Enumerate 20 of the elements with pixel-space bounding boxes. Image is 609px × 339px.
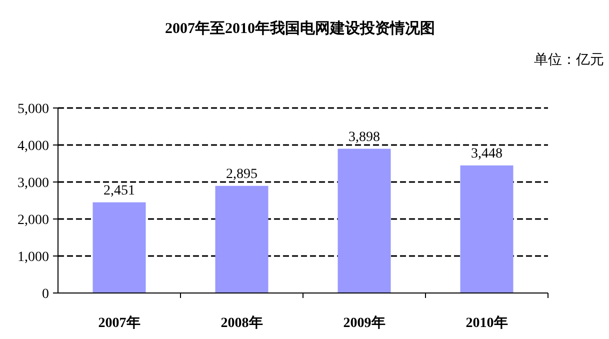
x-tick-label: 2010年 <box>466 315 508 331</box>
bar <box>460 165 514 293</box>
x-tick-label: 2009年 <box>343 315 386 331</box>
chart-title: 2007年至2010年我国电网建设投资情况图 <box>165 20 435 37</box>
x-tick-label: 2007年 <box>98 315 140 331</box>
text: 单位：亿元 <box>534 52 604 68</box>
y-tick-label: 0 <box>42 287 49 302</box>
y-tick-label: 4,000 <box>18 139 49 154</box>
y-tick-label: 1,000 <box>18 250 49 265</box>
bar <box>92 202 146 293</box>
bar <box>215 186 268 293</box>
data-label: 2,895 <box>226 166 258 182</box>
y-tick-label: 5,000 <box>18 102 49 117</box>
y-tick-label: 3,000 <box>18 176 49 191</box>
y-tick-label: 2,000 <box>18 213 49 228</box>
data-label: 3,448 <box>471 146 502 162</box>
data-label: 2,451 <box>104 183 135 198</box>
x-tick-label: 2008年 <box>220 315 263 331</box>
bar <box>338 148 391 293</box>
data-label: 3,898 <box>348 130 380 145</box>
